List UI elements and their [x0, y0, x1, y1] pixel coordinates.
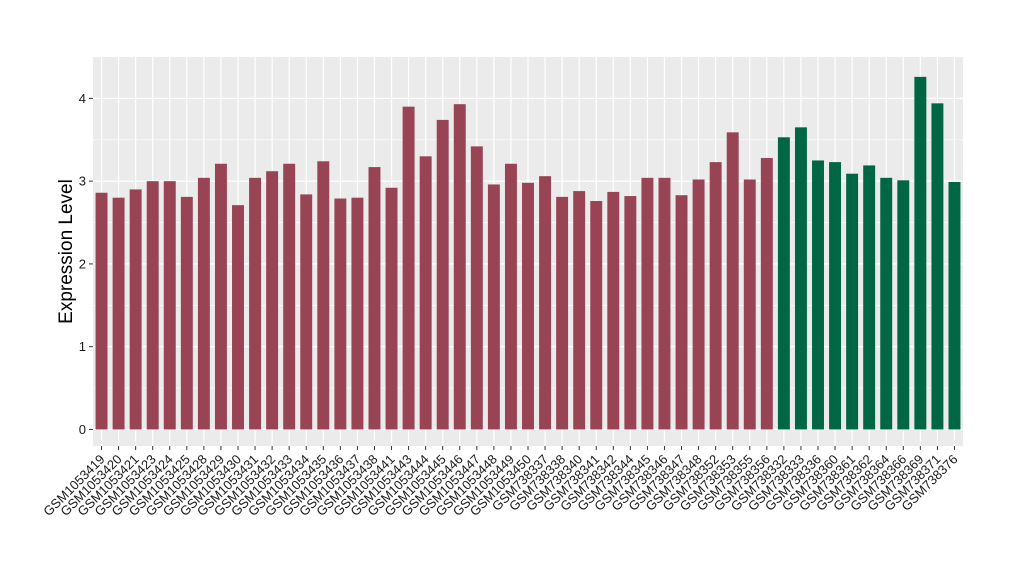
bar-GSM1053438 [368, 167, 381, 430]
bar-GSM738346 [658, 177, 671, 430]
bar-GSM738340 [573, 191, 586, 430]
bar-GSM738371 [931, 103, 944, 430]
bar-GSM738366 [897, 180, 910, 430]
bar-GSM1053446 [453, 104, 466, 430]
bar-GSM1053428 [197, 177, 210, 430]
bar-GSM1053432 [266, 171, 279, 430]
bar-GSM1053448 [487, 184, 500, 430]
bar-GSM738336 [812, 160, 824, 430]
bar-GSM1053435 [317, 161, 330, 430]
bar-GSM738344 [624, 196, 637, 430]
bar-GSM1053437 [351, 197, 364, 430]
bar-GSM738333 [794, 127, 807, 430]
bar-GSM1053443 [402, 106, 415, 430]
bar-GSM738338 [556, 196, 569, 430]
bar-GSM1053449 [504, 163, 517, 430]
bar-GSM738360 [829, 162, 842, 430]
bar-GSM1053433 [283, 163, 296, 430]
y-axis: 0 1 2 3 4 [79, 91, 93, 437]
bar-GSM738376 [948, 181, 961, 430]
bar-GSM1053419 [95, 192, 108, 430]
y-tick-label: 0 [79, 422, 86, 437]
bar-GSM1053444 [419, 156, 432, 430]
bar-GSM738341 [590, 201, 603, 430]
bar-GSM738332 [777, 137, 790, 430]
bar-GSM1053429 [214, 163, 227, 430]
bar-GSM738348 [692, 179, 705, 430]
bars-group [95, 76, 961, 430]
bar-GSM738352 [709, 162, 722, 430]
bar-GSM1053424 [163, 181, 176, 430]
bar-GSM1053436 [334, 198, 347, 430]
y-tick-label: 2 [79, 256, 86, 271]
bar-GSM738369 [914, 76, 927, 430]
y-tick-label: 4 [79, 91, 86, 106]
bar-GSM1053450 [522, 182, 534, 430]
bar-GSM738362 [863, 165, 876, 430]
bar-GSM1053434 [300, 194, 313, 430]
bar-GSM738364 [880, 177, 893, 430]
bar-GSM1053425 [180, 196, 193, 430]
bar-GSM738355 [743, 179, 756, 430]
y-axis-title: Expression Level [56, 179, 77, 324]
bar-GSM738353 [726, 132, 739, 430]
bar-GSM1053431 [249, 177, 262, 430]
bar-GSM738361 [846, 173, 859, 430]
bar-GSM738342 [607, 191, 620, 430]
bar-GSM738345 [641, 177, 654, 430]
bar-GSM1053445 [436, 119, 449, 430]
bar-GSM738356 [760, 157, 773, 430]
bar-GSM1053420 [112, 197, 125, 430]
bar-GSM1053423 [146, 181, 159, 430]
bar-GSM1053430 [232, 205, 244, 430]
x-axis: GSM1053419GSM1053420GSM1053421GSM1053423… [40, 446, 961, 519]
y-tick-label: 3 [79, 174, 86, 189]
y-tick-label: 1 [79, 339, 86, 354]
bar-GSM1053441 [385, 187, 398, 430]
bar-GSM1053421 [129, 189, 142, 430]
bar-GSM738347 [675, 195, 688, 430]
bar-GSM1053447 [470, 146, 483, 430]
bar-GSM738337 [539, 176, 552, 430]
